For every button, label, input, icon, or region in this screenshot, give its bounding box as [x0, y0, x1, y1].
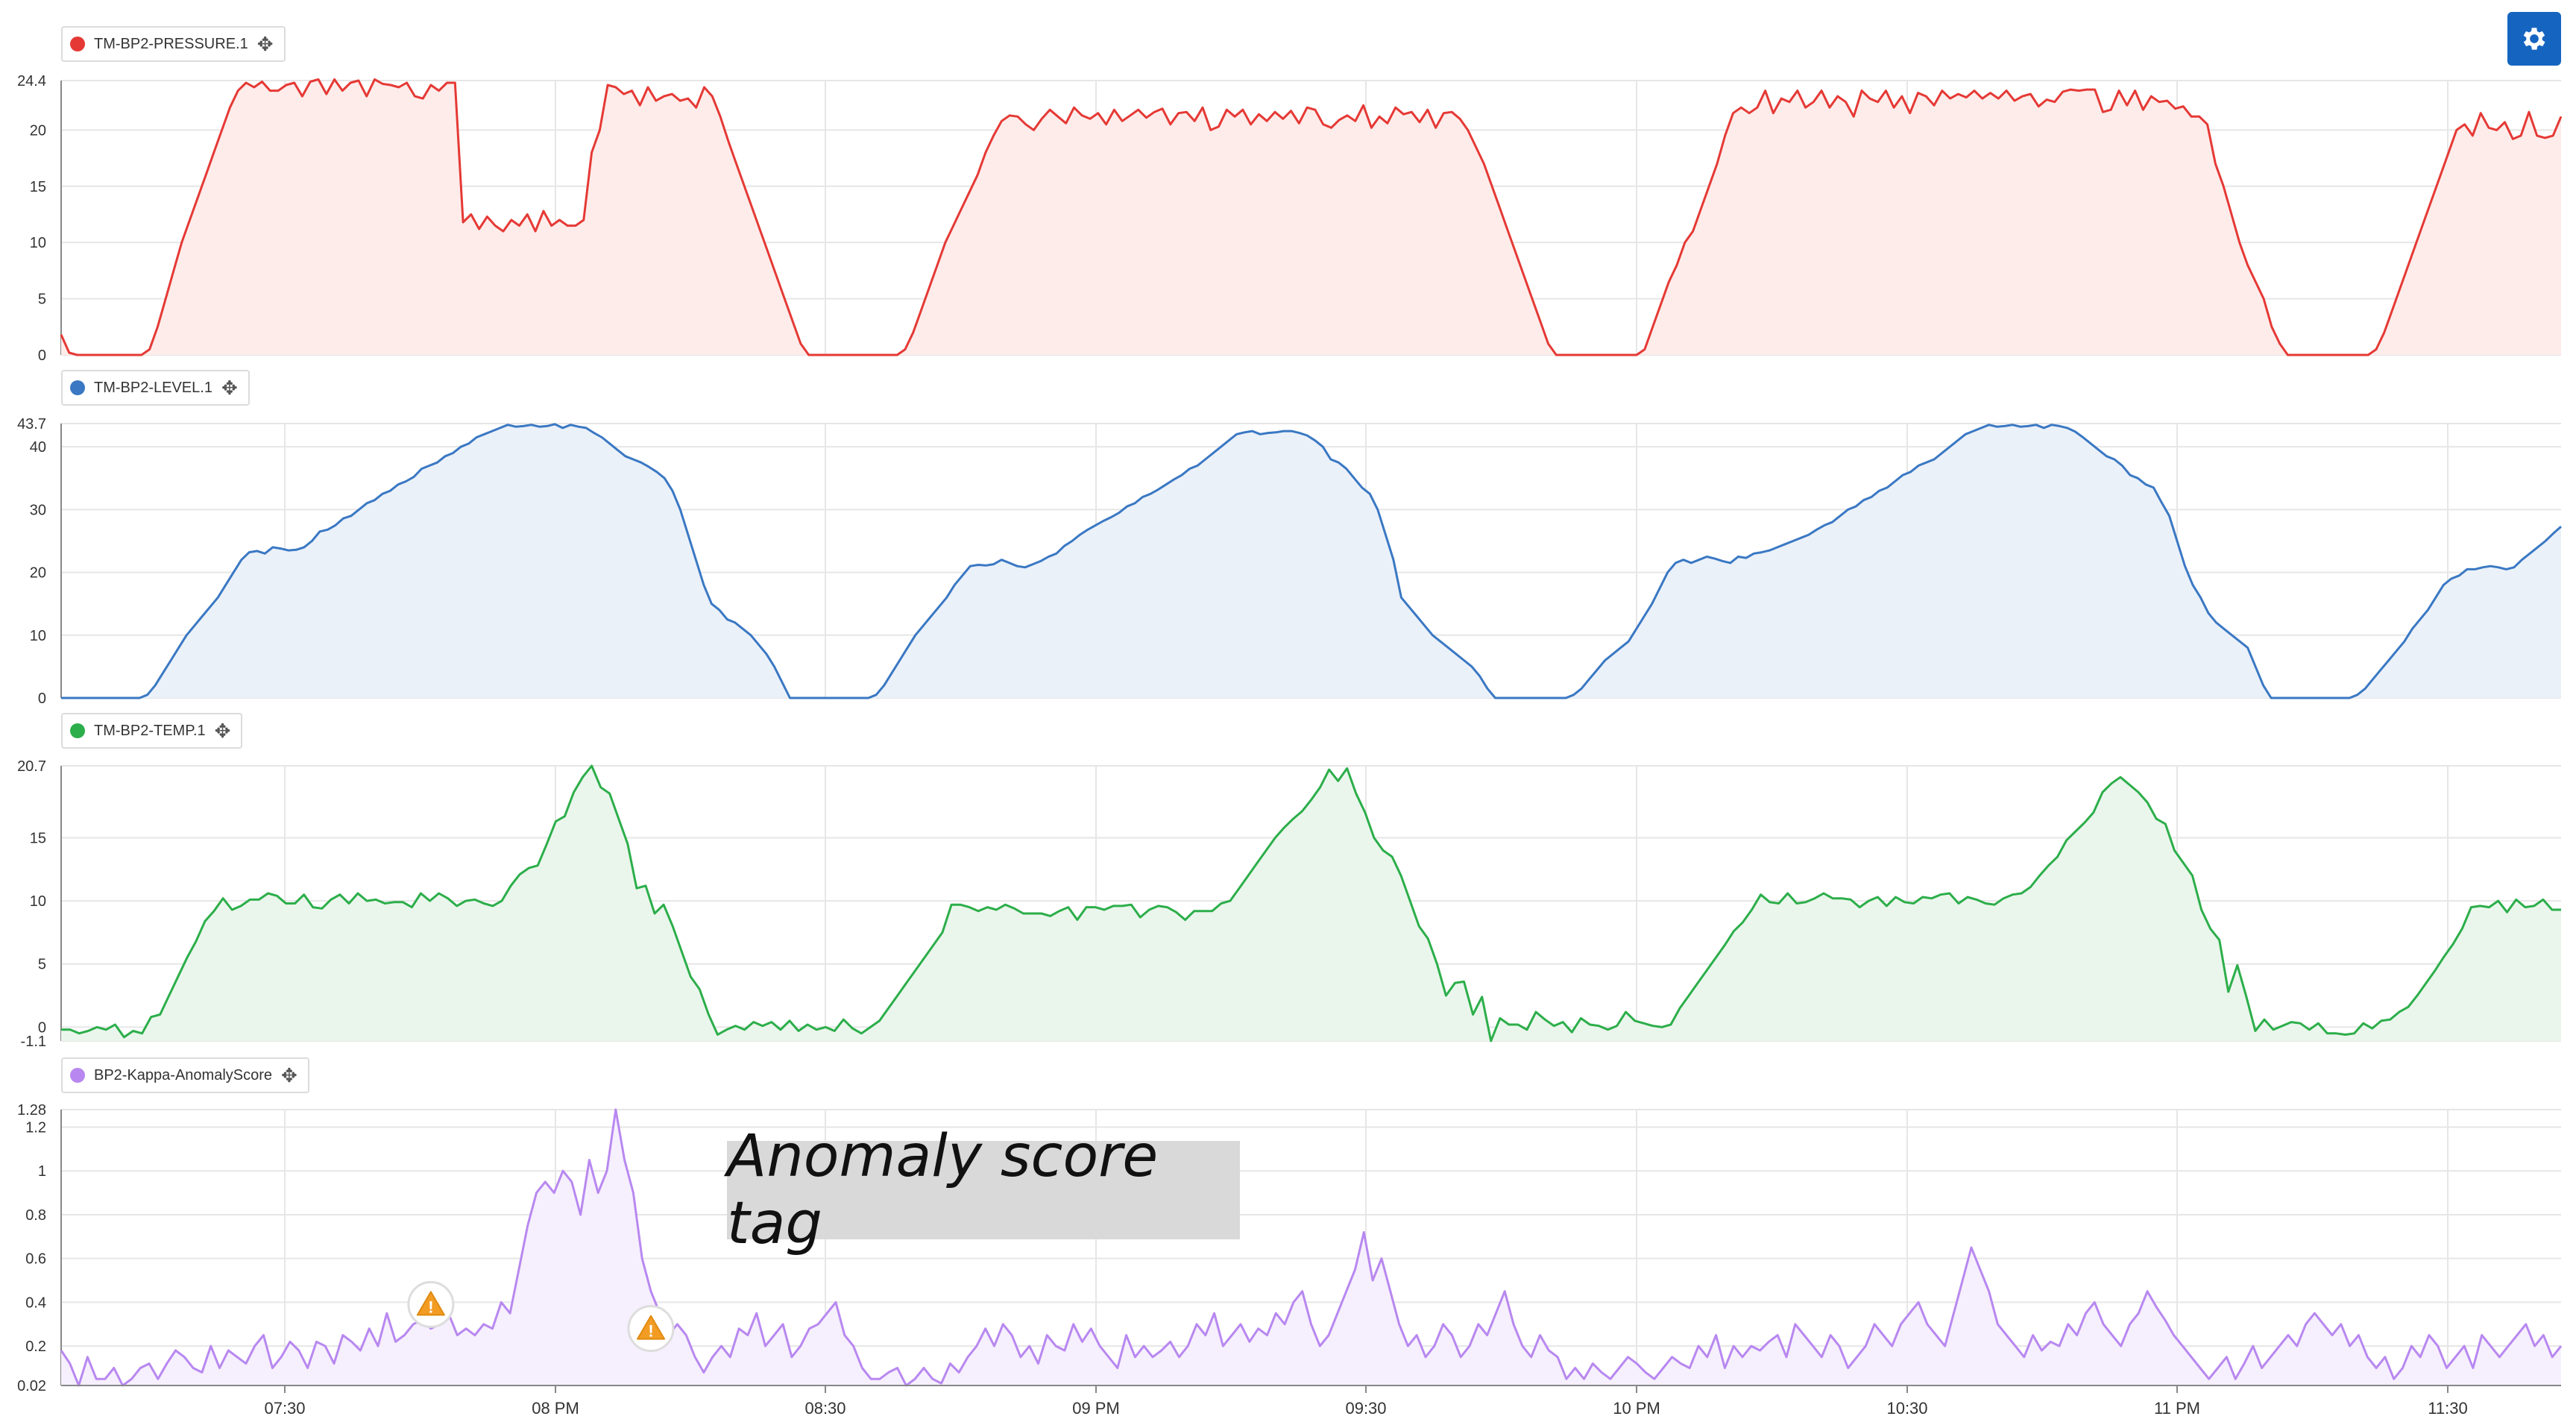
move-icon[interactable]: ✥ [256, 33, 274, 55]
y-tick-label: 0.4 [25, 1295, 46, 1311]
legend-dot-icon [70, 723, 85, 738]
y-tick-label: 0 [38, 691, 46, 707]
move-icon[interactable]: ✥ [221, 377, 238, 399]
series-area [61, 766, 2561, 1041]
x-tick-label: 11:30 [2428, 1399, 2467, 1418]
y-tick-label: 10 [30, 235, 46, 251]
x-tick-label: 09 PM [1072, 1399, 1120, 1418]
warning-exclamation: ! [428, 1298, 433, 1316]
x-tick-label: 10:30 [1886, 1399, 1927, 1418]
warning-exclamation: ! [648, 1322, 653, 1341]
legend-dot-icon [70, 380, 85, 395]
x-tick-label: 09:30 [1345, 1399, 1386, 1418]
series-area [61, 424, 2561, 698]
series-line [61, 764, 2561, 1042]
x-tick-label: 07:30 [264, 1399, 305, 1418]
y-tick-label: -1.1 [21, 1034, 46, 1050]
move-icon[interactable]: ✥ [214, 720, 231, 742]
y-tick-label: 20.7 [17, 758, 46, 775]
warning-icon [416, 1291, 445, 1316]
y-tick-label: 5 [38, 957, 46, 973]
y-tick-label: 1.2 [25, 1119, 46, 1136]
move-icon[interactable]: ✥ [281, 1064, 297, 1086]
x-tick-label: 08 PM [532, 1399, 579, 1418]
y-tick-label: 1 [38, 1163, 46, 1180]
legend-label-pressure: TM-BP2-PRESSURE.1 [94, 35, 248, 52]
legend-anomaly[interactable]: BP2-Kappa-AnomalyScore ✥ [61, 1057, 309, 1093]
y-tick-label: 0.8 [25, 1207, 46, 1224]
y-tick-label: 1.28 [17, 1102, 46, 1119]
y-tick-label: 5 [38, 292, 46, 308]
y-tick-label: 0.2 [25, 1339, 46, 1355]
series-line [60, 1108, 2563, 1387]
series-area [61, 79, 2561, 355]
series-line [60, 78, 2563, 356]
y-tick-label: 15 [30, 830, 46, 846]
legend-level[interactable]: TM-BP2-LEVEL.1 ✥ [61, 370, 250, 406]
y-tick-label: 30 [30, 502, 46, 518]
x-tick-label: 10 PM [1613, 1399, 1660, 1418]
y-tick-label: 10 [30, 628, 46, 644]
y-tick-label: 15 [30, 179, 46, 195]
y-tick-label: 43.7 [17, 416, 46, 433]
legend-dot-icon [70, 1068, 85, 1083]
legend-pressure[interactable]: TM-BP2-PRESSURE.1 ✥ [61, 26, 286, 62]
gear-icon [2523, 28, 2545, 50]
y-tick-label: 0.02 [17, 1378, 46, 1394]
y-tick-label: 20 [30, 565, 46, 582]
series-area [61, 1110, 2561, 1385]
y-tick-label: 40 [30, 439, 46, 456]
legend-temp[interactable]: TM-BP2-TEMP.1 ✥ [61, 713, 243, 749]
x-tick-label: 11 PM [2154, 1399, 2200, 1418]
y-tick-label: 0 [38, 347, 46, 364]
y-tick-label: 0.6 [25, 1251, 46, 1268]
annotation-label: Anomaly score tag [727, 1123, 1240, 1257]
legend-dot-icon [70, 37, 85, 51]
y-tick-label: 0 [38, 1019, 46, 1036]
x-tick-label: 08:30 [804, 1399, 845, 1418]
settings-button[interactable] [2507, 12, 2561, 66]
legend-label-level: TM-BP2-LEVEL.1 [94, 379, 212, 396]
series-line [61, 423, 2562, 699]
legend-label-anomaly: BP2-Kappa-AnomalyScore [94, 1066, 273, 1083]
y-tick-label: 10 [30, 893, 46, 910]
warning-icon [637, 1315, 666, 1340]
y-tick-label: 24.4 [17, 73, 46, 89]
legend-label-temp: TM-BP2-TEMP.1 [94, 722, 206, 739]
y-tick-label: 20 [30, 122, 46, 139]
